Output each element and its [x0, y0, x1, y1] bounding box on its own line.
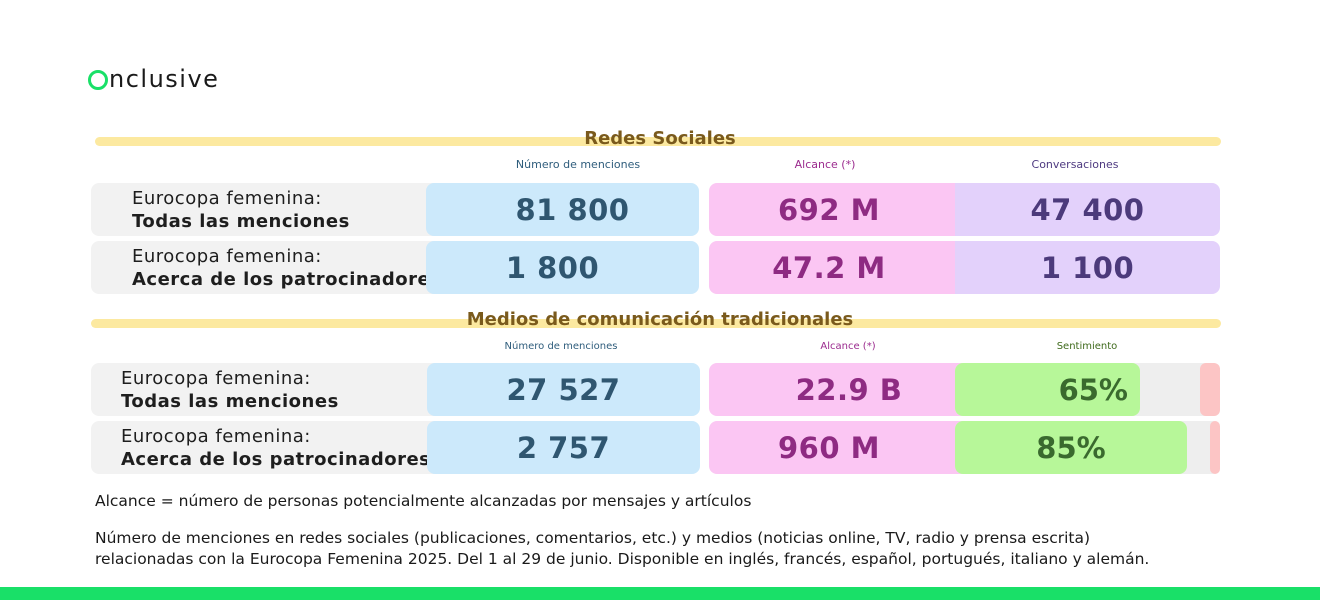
social-header-conversations: Conversaciones	[1031, 158, 1119, 171]
social-conversations-value: 1 100	[955, 241, 1220, 294]
methodology-note-line1: Número de menciones en redes sociales (p…	[95, 529, 1091, 547]
sentiment-value: 85%	[1036, 430, 1106, 465]
media-header-mentions: Número de menciones	[504, 341, 618, 352]
media-header-sentiment: Sentimiento	[1056, 341, 1118, 352]
row-label-line2: Todas las menciones	[121, 390, 339, 412]
sentiment-negative-bar	[1200, 363, 1220, 416]
sentiment-value: 65%	[1058, 372, 1128, 407]
social-row-label: Eurocopa femenina: Todas las menciones	[91, 183, 471, 236]
social-mentions-value: 1 800	[426, 241, 699, 294]
logo-ring-icon	[88, 69, 108, 90]
sentiment-negative-bar	[1210, 421, 1220, 474]
media-reach-value: 22.9 B	[709, 363, 969, 416]
row-label-line2: Todas las menciones	[132, 210, 350, 232]
reach-definition-note: Alcance = número de personas potencialme…	[95, 492, 752, 510]
row-label-line1: Eurocopa femenina:	[132, 187, 322, 209]
row-label-line1: Eurocopa femenina:	[121, 367, 311, 389]
onclusive-logo: nclusive	[88, 64, 219, 94]
media-row-label: Eurocopa femenina: Acerca de los patroci…	[91, 421, 471, 474]
media-section-bar	[91, 319, 1221, 328]
methodology-note-line2: relacionadas con la Eurocopa Femenina 20…	[95, 550, 1150, 568]
social-reach-value: 692 M	[709, 183, 969, 236]
sentiment-positive-bar: 85%	[955, 421, 1187, 474]
footer-brand-bar	[0, 587, 1320, 600]
row-label-line2: Acerca de los patrocinadores	[132, 268, 442, 290]
media-row-label: Eurocopa femenina: Todas las menciones	[91, 363, 471, 416]
logo-wordmark: nclusive	[109, 65, 220, 93]
social-section-title: Redes Sociales	[584, 128, 736, 149]
media-section-title: Medios de comunicación tradicionales	[466, 309, 854, 330]
social-header-mentions: Número de menciones	[515, 158, 641, 171]
media-mentions-value: 2 757	[427, 421, 700, 474]
social-reach-value: 47.2 M	[709, 241, 969, 294]
row-label-line2: Acerca de los patrocinadores	[121, 448, 431, 470]
social-conversations-value: 47 400	[955, 183, 1220, 236]
social-section-bar	[95, 137, 1221, 146]
social-header-reach: Alcance (*)	[794, 158, 856, 171]
media-mentions-value: 27 527	[427, 363, 700, 416]
row-label-line1: Eurocopa femenina:	[121, 425, 311, 447]
social-mentions-value: 81 800	[426, 183, 699, 236]
social-row-label: Eurocopa femenina: Acerca de los patroci…	[91, 241, 471, 294]
row-label-line1: Eurocopa femenina:	[132, 245, 322, 267]
media-header-reach: Alcance (*)	[820, 341, 876, 352]
sentiment-positive-bar: 65%	[955, 363, 1140, 416]
media-reach-value: 960 M	[709, 421, 969, 474]
